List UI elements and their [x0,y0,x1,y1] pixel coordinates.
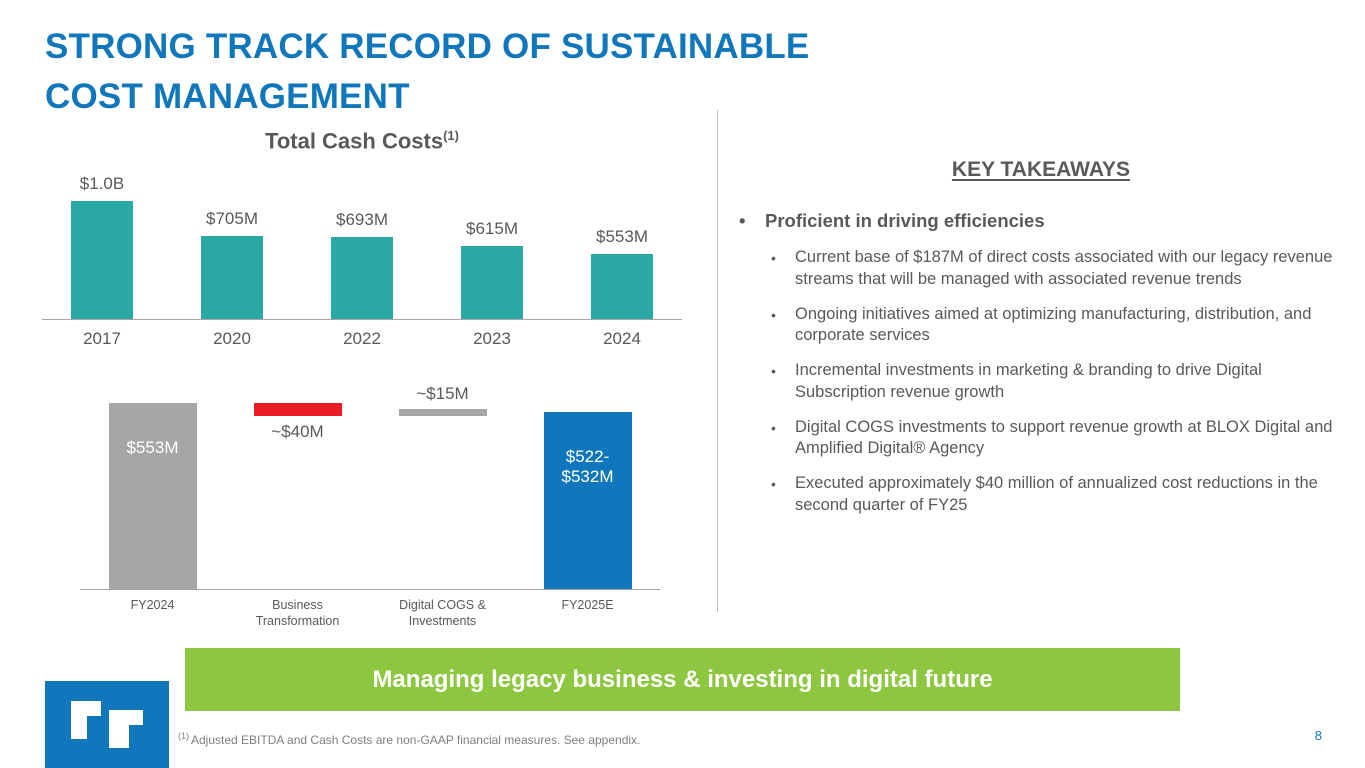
bar [201,236,263,320]
takeaway-text: Ongoing initiatives aimed at optimizing … [795,304,1312,345]
chart-title-footnote-marker: (1) [443,128,459,143]
takeaway-item: • Executed approximately $40 million of a… [735,473,1347,517]
waterfall-column: $553M [80,388,225,589]
takeaway-text: Digital COGS investments to support reve… [795,417,1333,458]
bar-value-label: $553M [126,438,179,457]
x-axis-label: 2022 [343,329,381,349]
waterfall-column: $522- $532M [515,388,660,589]
main-bullet-text: Proficient in driving efficiencies [765,210,1045,231]
key-takeaways-panel: KEY TAKEAWAYS • Proficient in driving ef… [735,158,1347,530]
takeaway-text: Incremental investments in marketing & b… [795,361,1262,401]
takeaways-list: • Current base of $187M of direct costs a… [735,247,1347,517]
x-axis-label: Business Transformation [255,598,340,629]
total-cash-costs-chart: Total Cash Costs(1) $1.0B $705M $693M $615M… [42,128,682,349]
company-logo [45,681,169,768]
bar [253,403,342,416]
footnote: (1) Adjusted EBITDA and Cash Costs are no… [178,731,640,747]
bar-value-label: ~$15M [416,383,469,403]
chart-title: Total Cash Costs(1) [42,128,682,154]
x-axis-labels: 2017 2020 2022 2023 2024 [42,329,682,349]
title-line-1: STRONG TRACK RECORD OF SUSTAINABLE [45,27,810,66]
bar-column: $693M [312,210,412,320]
bar-value-label: $1.0B [79,174,125,194]
bar-value-label: $553M [596,227,648,247]
bullet-marker: • [771,250,776,266]
bullet-marker: • [771,419,776,436]
x-axis-label: Digital COGS & Investments [399,598,486,629]
logo-mark [45,681,169,768]
x-axis-label: FY2025E [561,598,614,612]
bar [331,237,393,320]
key-takeaways-heading: KEY TAKEAWAYS [951,158,1131,181]
waterfall-x-axis-labels: FY2024 Business Transformation Digital COG… [80,597,660,630]
takeaway-item: • Ongoing initiatives aimed at optimizing… [735,304,1347,348]
x-axis-label: 2020 [213,329,251,349]
bar [398,409,487,416]
waterfall-chart: $553M ~$40M ~$15M $522- $532M FY2024 Busines… [80,384,660,630]
bar [591,254,653,320]
bar [71,201,133,320]
bar-plot-area: $1.0B $705M $693M $615M $553M [42,170,682,321]
bar-value-label: $693M [336,210,388,230]
bar-value-label: $705M [206,209,258,229]
main-bullet: • Proficient in driving efficiencies [735,210,1347,232]
bar-value-label: ~$40M [271,422,324,441]
bullet-marker: • [739,210,746,231]
takeaway-item: • Current base of $187M of direct costs a… [735,247,1347,291]
page-title: STRONG TRACK RECORD OF SUSTAINABLE COST … [45,22,809,121]
takeaway-item: • Incremental investments in marketing & … [735,360,1347,404]
bar [543,412,632,589]
waterfall-column: ~$15M [370,384,515,589]
bullet-marker: • [771,363,776,380]
bar-column: $615M [442,219,542,320]
bar [461,246,523,320]
takeaway-text: Current base of $187M of direct costs as… [795,248,1333,288]
bar-column: $705M [182,209,282,320]
bar-value-label: $615M [466,219,518,239]
vertical-divider [717,110,718,612]
page-number: 8 [1314,728,1322,743]
x-axis-label: FY2024 [130,598,175,612]
bullet-marker: • [771,306,776,323]
footnote-text: Adjusted EBITDA and Cash Costs are non-G… [191,733,641,747]
x-axis-label: 2023 [473,329,511,349]
takeaway-text: Executed approximately $40 million of an… [795,474,1318,514]
takeaway-item: • Digital COGS investments to support rev… [735,417,1347,461]
bar-value-label: $522- $532M [561,447,614,487]
chart-title-text: Total Cash Costs [265,128,444,154]
x-axis-label: 2017 [83,329,121,349]
x-axis-label: 2024 [603,329,641,349]
footnote-marker: (1) [178,731,189,741]
title-line-2: COST MANAGEMENT [45,76,410,116]
bar-column: $1.0B [52,174,152,320]
bottom-banner: Managing legacy business & investing in … [185,648,1180,711]
banner-text: Managing legacy business & investing in … [372,665,993,693]
bullet-marker: • [771,476,776,493]
waterfall-column: ~$40M [225,388,370,589]
waterfall-plot-area: $553M ~$40M ~$15M $522- $532M [80,384,660,590]
bar-column: $553M [572,227,672,320]
bar [108,403,197,589]
